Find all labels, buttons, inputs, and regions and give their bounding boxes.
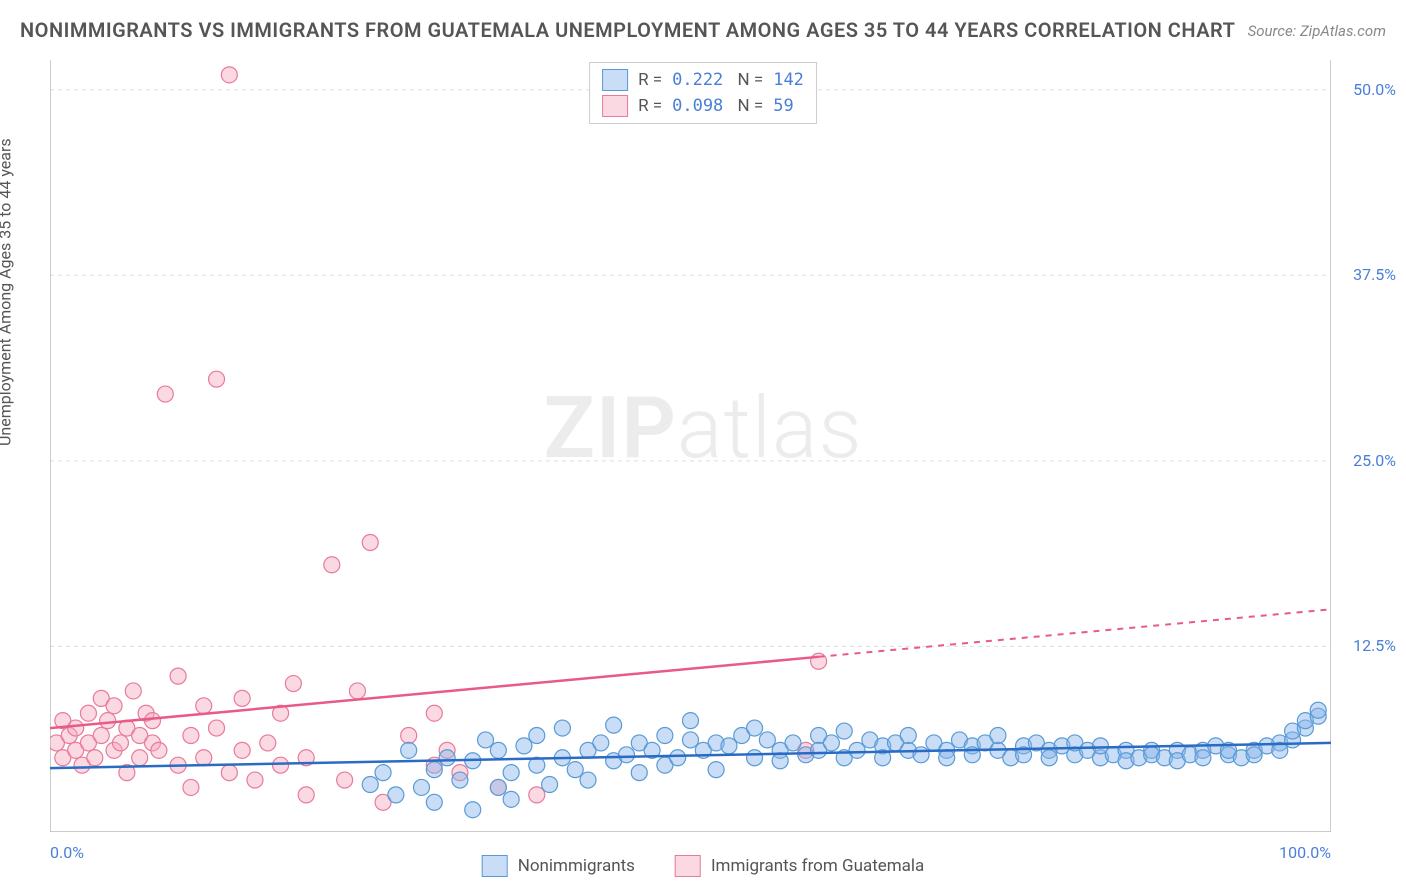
plot-area <box>50 60 1331 832</box>
n-value-2: 59 <box>773 96 793 116</box>
legend-label-1: Nonimmigrants <box>518 856 635 876</box>
y-tick-label: 37.5% <box>1353 265 1396 284</box>
source-attribution: Source: ZipAtlas.com <box>1248 22 1386 40</box>
legend-item-1: Nonimmigrants <box>482 855 635 877</box>
legend-swatch-nonimmigrants <box>482 855 508 877</box>
correlation-chart: NONIMMIGRANTS VS IMMIGRANTS FROM GUATEMA… <box>0 0 1406 892</box>
legend-item-2: Immigrants from Guatemala <box>675 855 924 877</box>
scatter-plot-svg <box>50 60 1331 832</box>
stats-row-2: R = 0.098 N = 59 <box>602 93 804 119</box>
x-tick-label: 100.0% <box>1279 843 1331 862</box>
y-axis-label: Unemployment Among Ages 35 to 44 years <box>0 138 15 446</box>
y-tick-label: 12.5% <box>1353 636 1396 655</box>
legend-swatch-immigrants <box>675 855 701 877</box>
y-tick-label: 25.0% <box>1353 451 1396 470</box>
bottom-legend: Nonimmigrants Immigrants from Guatemala <box>482 855 925 877</box>
stats-legend-box: R = 0.222 N = 142 R = 0.098 N = 59 <box>589 62 817 124</box>
r-value-1: 0.222 <box>672 70 723 90</box>
n-value-1: 142 <box>773 70 804 90</box>
swatch-nonimmigrants <box>602 69 628 91</box>
r-value-2: 0.098 <box>672 96 723 116</box>
swatch-immigrants <box>602 95 628 117</box>
stats-row-1: R = 0.222 N = 142 <box>602 67 804 93</box>
y-tick-label: 50.0% <box>1353 80 1396 99</box>
legend-label-2: Immigrants from Guatemala <box>711 856 924 876</box>
x-tick-label: 0.0% <box>50 843 84 862</box>
chart-title: NONIMMIGRANTS VS IMMIGRANTS FROM GUATEMA… <box>20 18 1235 42</box>
